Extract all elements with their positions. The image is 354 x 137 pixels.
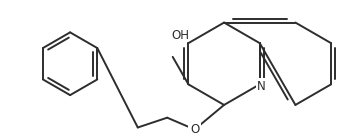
Text: OH: OH [172,29,189,42]
Text: N: N [257,80,266,93]
Text: O: O [190,123,199,136]
